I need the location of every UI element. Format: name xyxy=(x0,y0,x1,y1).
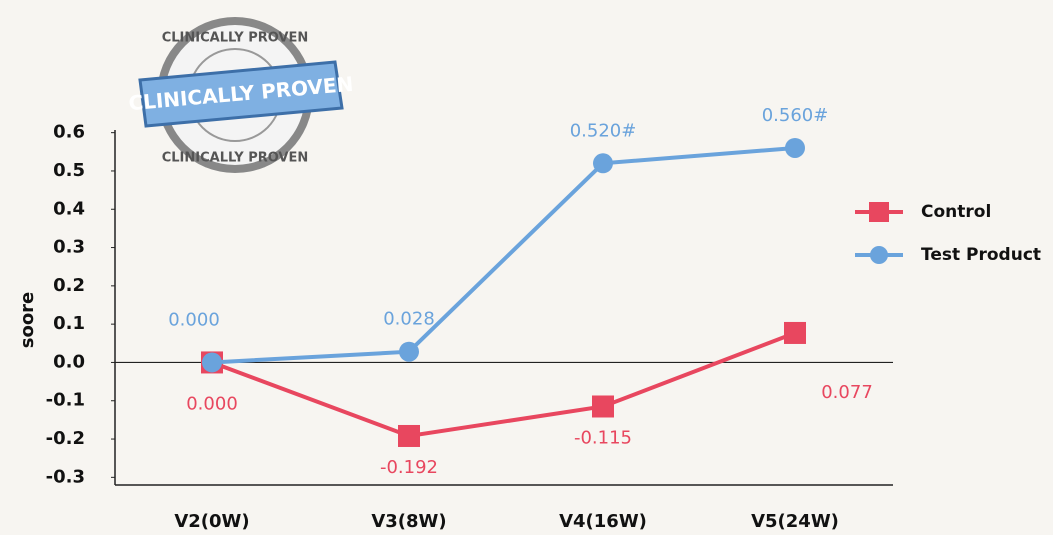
y-tick-label: 0.3 xyxy=(53,237,85,258)
data-label: 0.077 xyxy=(821,382,873,403)
data-label: 0.000 xyxy=(168,309,220,330)
legend-marker xyxy=(869,202,889,222)
legend-marker xyxy=(870,246,888,264)
series-line xyxy=(211,331,796,439)
y-tick-label: 0.1 xyxy=(53,313,85,334)
legend-label: Control xyxy=(921,202,991,222)
series-line xyxy=(211,145,796,365)
y-tick-label: 0.0 xyxy=(53,351,85,372)
marker xyxy=(399,341,419,362)
marker xyxy=(784,321,806,344)
marker xyxy=(593,153,613,174)
x-tick-label: V5(24W) xyxy=(751,511,839,532)
badge-bottom-text: CLINICALLY PROVEN xyxy=(162,151,309,166)
y-tick-label: 0.2 xyxy=(53,275,85,296)
data-label: -0.115 xyxy=(574,427,632,448)
marker xyxy=(202,352,222,373)
x-tick-label: V4(16W) xyxy=(559,511,647,532)
marker xyxy=(785,137,805,158)
data-label: 0.000 xyxy=(186,393,238,414)
legend-label: Test Product xyxy=(921,245,1041,265)
data-label: 0.028 xyxy=(383,309,435,330)
y-tick-label: -0.2 xyxy=(46,428,85,449)
y-tick-label: -0.1 xyxy=(46,390,85,411)
badge-banner xyxy=(138,60,344,128)
data-label: -0.192 xyxy=(380,457,438,478)
y-tick-label: 0.6 xyxy=(53,122,85,143)
y-tick-label: 0.5 xyxy=(53,160,85,181)
badge: CLINICALLY PROVEN CLINICALLY PROVEN CLIN… xyxy=(128,17,354,173)
badge-top-text: CLINICALLY PROVEN xyxy=(162,31,309,46)
data-label: 0.520# xyxy=(570,120,637,141)
x-tick-label: V3(8W) xyxy=(371,511,446,532)
y-tick-label: 0.4 xyxy=(53,198,85,219)
marker xyxy=(592,395,614,418)
y-tick-label: -0.3 xyxy=(46,466,85,487)
x-tick-label: V2(0W) xyxy=(174,511,249,532)
y-axis-label: soore xyxy=(17,292,38,349)
marker xyxy=(398,424,420,447)
data-label: 0.560# xyxy=(762,105,829,126)
